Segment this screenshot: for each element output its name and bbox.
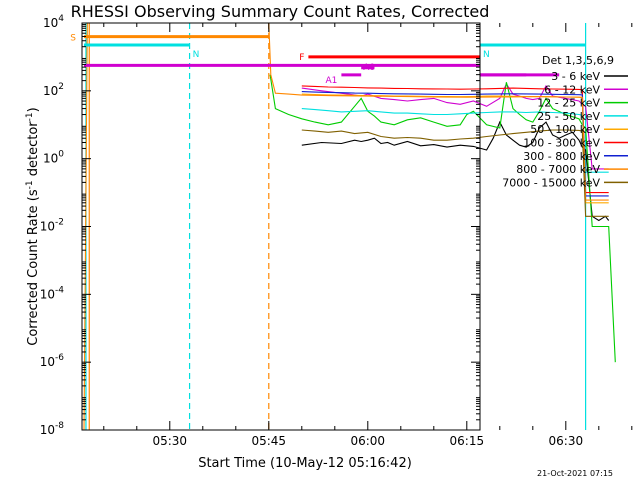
legend-label-5: 100 - 300 keV [523, 137, 600, 150]
plot-axes: 05:3005:4506:0006:1506:3006:451041021001… [40, 14, 633, 448]
y-tick-label-4: 10-4 [40, 285, 65, 301]
legend-label-1: 6 - 12 keV [544, 83, 600, 96]
x-tick-label-0: 05:30 [152, 434, 187, 448]
state-bar-label-6: A0 [363, 63, 375, 73]
series-line-6 [301, 91, 609, 197]
x-tick-label-4: 06:30 [549, 434, 584, 448]
series-line-2 [269, 74, 616, 363]
series-line-0 [301, 120, 610, 222]
y-axis-label-text: Corrected Count Rate (s-1 detector-1) [25, 107, 41, 345]
x-tick-label-1: 05:45 [251, 434, 286, 448]
y-tick-label-6: 10-8 [40, 421, 65, 437]
footer-timestamp: 21-Oct-2021 07:15 [537, 469, 613, 478]
y-tick-label-2: 100 [43, 150, 64, 166]
state-bar-label-3: F [299, 53, 304, 63]
legend-title: Det 1,3,5,6,9 [542, 54, 614, 67]
plot-frame [81, 22, 481, 431]
y-tick-label-3: 10-2 [40, 218, 64, 234]
x-axis-label: Start Time (10-May-12 05:16:42) [198, 456, 412, 471]
legend-label-6: 300 - 800 keV [523, 150, 600, 163]
state-bar-label-1: N [193, 50, 200, 60]
legend-label-8: 7000 - 15000 keV [502, 176, 600, 189]
series-line-7 [83, 22, 609, 431]
state-bar-label-2: N [483, 50, 490, 60]
y-tick-label-5: 10-6 [40, 353, 65, 369]
data-series [83, 22, 616, 431]
state-bar-label-5: A1 [326, 76, 338, 86]
legend-label-7: 800 - 7000 keV [516, 163, 600, 176]
chart-title: RHESSI Observing Summary Count Rates, Co… [71, 2, 490, 21]
x-tick-label-2: 06:00 [350, 434, 385, 448]
series-line-5 [301, 85, 609, 194]
legend-label-4: 50 - 100 keV [530, 123, 600, 136]
series-line-1 [301, 82, 609, 170]
y-tick-label-0: 104 [43, 14, 64, 30]
legend-label-0: 3 - 6 keV [551, 70, 600, 83]
series-line-8 [301, 129, 609, 217]
x-tick-label-3: 06:15 [450, 434, 485, 448]
y-axis-label: Corrected Count Rate (s-1 detector-1) [25, 107, 41, 345]
state-bar-label-0: S [70, 34, 76, 44]
series-line-3 [301, 108, 609, 173]
legend-label-3: 25 - 50 keV [537, 110, 600, 123]
y-tick-label-1: 102 [43, 82, 64, 98]
state-flag-bars: S N N F A1 A0 [70, 34, 586, 86]
legend-label-2: 12 - 25 keV [537, 97, 600, 110]
